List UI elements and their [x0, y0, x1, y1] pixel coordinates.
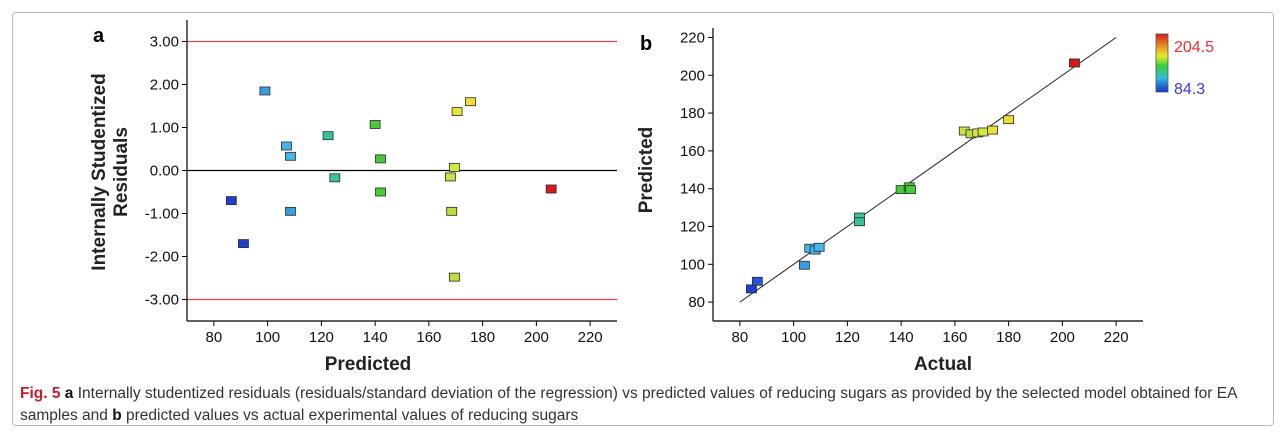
- colorbar-legend: 204.5 84.3: [1155, 33, 1214, 98]
- y-tick-label: 200: [680, 67, 705, 84]
- data-point: [798, 260, 810, 270]
- caption-figure-label: Fig. 5: [20, 385, 61, 402]
- y-tick-label: 0.00: [150, 163, 179, 180]
- x-tick-label: 100: [255, 329, 280, 346]
- caption-b-letter: b: [112, 407, 122, 424]
- panel-a: a Internally Studentized Residuals Predi…: [89, 20, 617, 375]
- x-tick-label: 200: [1050, 329, 1075, 346]
- data-point: [329, 173, 341, 183]
- data-point: [987, 125, 998, 135]
- x-tick-label: 220: [1104, 329, 1129, 346]
- panel-b-xlabel: Actual: [914, 354, 972, 375]
- caption-a-letter: a: [64, 385, 74, 402]
- x-tick-label: 100: [781, 329, 806, 346]
- caption-part1: Internally studentized residuals (residu…: [20, 385, 1237, 424]
- data-point: [1003, 115, 1015, 125]
- y-tick-label: -3.00: [145, 292, 179, 309]
- panel-a-ylabel-line2: Residuals: [111, 127, 132, 217]
- data-point: [285, 151, 296, 161]
- panel-a-xlabel: Predicted: [325, 354, 412, 375]
- data-point: [449, 272, 460, 282]
- y-tick-label: 100: [680, 256, 705, 273]
- y-tick-label: 140: [680, 181, 705, 198]
- x-tick-label: 80: [732, 329, 749, 346]
- y-tick-label: -1.00: [145, 206, 179, 223]
- panel-b-axes: 80 100 120 140 160 180 200 220 80 100 120 140 160 180…: [680, 28, 1143, 346]
- data-point: [375, 154, 386, 164]
- x-tick-label: 180: [996, 329, 1021, 346]
- data-point: [322, 131, 334, 141]
- y-tick-label: 120: [680, 218, 705, 235]
- x-tick-label: 140: [889, 329, 914, 346]
- x-tick-label: 80: [206, 329, 223, 346]
- y-tick-label: 220: [680, 29, 705, 46]
- data-point: [369, 120, 381, 129]
- colorbar-min-label: 84.3: [1174, 81, 1205, 98]
- x-tick-label: 120: [309, 329, 334, 346]
- data-point: [746, 284, 757, 294]
- y-tick-label: 2.00: [150, 77, 179, 94]
- data-point: [225, 196, 237, 206]
- data-point: [977, 127, 989, 137]
- panel-b-letter: b: [640, 33, 652, 55]
- data-point: [751, 276, 763, 286]
- data-point: [451, 107, 463, 116]
- x-tick-label: 220: [578, 329, 603, 346]
- x-tick-label: 180: [470, 329, 495, 346]
- y-tick-label: 3.00: [150, 34, 179, 51]
- x-tick-label: 160: [942, 329, 967, 346]
- data-point: [238, 239, 249, 249]
- x-tick-label: 140: [363, 329, 388, 346]
- y-tick-label: 80: [688, 294, 705, 311]
- data-point: [905, 185, 916, 195]
- panel-b-ylabel: Predicted: [636, 127, 657, 214]
- figure-frame: [12, 12, 1274, 426]
- data-point: [449, 163, 460, 172]
- panel-a-ylabel-line1: Internally Studentized: [89, 73, 110, 270]
- panel-b-fit-line: [739, 37, 1117, 303]
- fit-line: [739, 37, 1117, 303]
- data-point: [465, 97, 476, 107]
- panel-b: b Predicted Actual 80 100 120 140 160 180 200 2…: [636, 28, 1143, 375]
- x-tick-label: 120: [835, 329, 860, 346]
- caption-part2: predicted values vs actual experimental …: [121, 407, 579, 424]
- y-tick-label: -2.00: [145, 249, 179, 266]
- panel-a-points: [225, 86, 557, 282]
- panel-a-ylabel: Internally Studentized Residuals: [89, 73, 132, 270]
- data-point: [375, 187, 386, 197]
- data-point: [854, 217, 865, 227]
- panel-a-letter: a: [93, 25, 105, 47]
- data-point: [545, 184, 557, 194]
- data-point: [444, 172, 456, 182]
- figure-caption: Fig. 5 a Internally studentized residual…: [20, 383, 1265, 427]
- y-tick-label: 180: [680, 105, 705, 122]
- data-point: [446, 206, 458, 216]
- y-tick-label: 160: [680, 143, 705, 160]
- colorbar-gradient: [1155, 33, 1169, 93]
- data-point: [281, 141, 292, 151]
- colorbar-max-label: 204.5: [1174, 39, 1214, 56]
- x-tick-label: 160: [416, 329, 441, 346]
- panel-a-reference-lines: [187, 40, 617, 301]
- data-point: [813, 242, 825, 252]
- y-tick-label: 1.00: [150, 120, 179, 137]
- panel-a-axes: 80 100 120 140 160 180 200 220 -3.00 -2.00 -1.00 0.…: [145, 20, 617, 346]
- x-tick-label: 200: [524, 329, 549, 346]
- data-point: [259, 86, 271, 96]
- data-point: [285, 206, 296, 216]
- panel-b-points: [746, 58, 1080, 294]
- data-point: [1069, 58, 1080, 68]
